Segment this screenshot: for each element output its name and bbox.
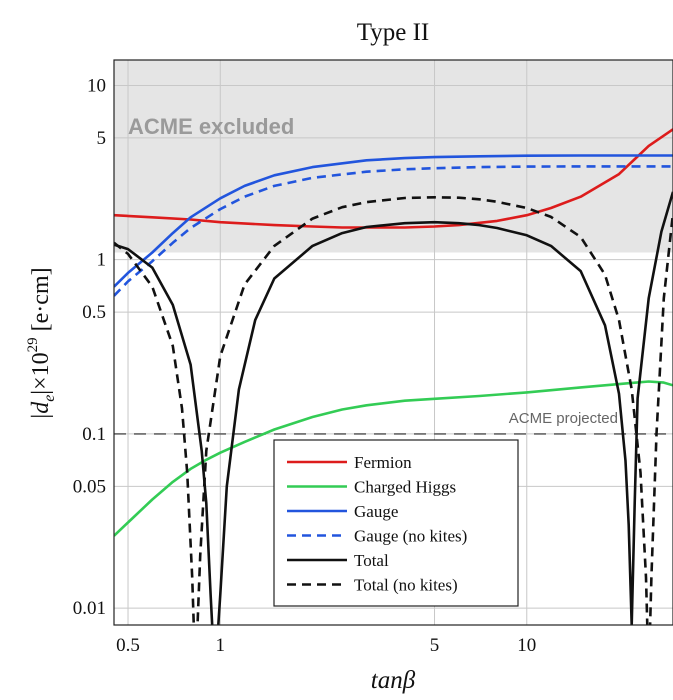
series-charged-higgs	[114, 380, 673, 537]
y-tick-label: 0.1	[82, 424, 106, 445]
legend-label-total-no-kites: Total (no kites)	[354, 576, 458, 595]
y-tick-label: 0.05	[73, 476, 106, 497]
y-tick-label: 0.5	[82, 302, 106, 323]
legend-label-gauge: Gauge	[354, 502, 398, 521]
acme-projected-label: ACME projected	[509, 410, 618, 427]
y-tick-label: 5	[97, 128, 107, 149]
series-gauge	[114, 154, 673, 288]
series-total-no-kites	[114, 196, 673, 625]
series-gauge-no-kites	[114, 165, 673, 297]
legend-label-fermion: Fermion	[354, 453, 412, 472]
legend-label-gauge-no-kites: Gauge (no kites)	[354, 527, 467, 546]
legend-box	[273, 439, 519, 607]
x-axis-ticks: 0.5 1 5 10	[116, 635, 536, 656]
acme-excluded-label: ACME excluded	[128, 114, 294, 139]
series-layer	[114, 128, 673, 625]
x-tick-label: 5	[430, 635, 440, 656]
legend: Fermion Charged Higgs Gauge Gauge (no kites…	[273, 439, 519, 607]
y-tick-label: 0.01	[73, 598, 106, 619]
x-axis-label: tanβ	[371, 667, 416, 694]
y-tick-label: 1	[97, 250, 107, 271]
series-fermion	[114, 128, 673, 229]
legend-label-total: Total	[354, 551, 389, 570]
x-tick-label: 1	[216, 635, 226, 656]
x-tick-label: 0.5	[116, 635, 140, 656]
legend-label-charged-higgs: Charged Higgs	[354, 478, 456, 497]
chart-title: Type II	[357, 19, 430, 46]
plot-frame	[113, 59, 673, 626]
y-axis-ticks: 0.01 0.05 0.1 0.5 1 5 10	[73, 75, 106, 619]
y-axis-label: |de|×1029 [e·cm]	[25, 267, 58, 418]
y-tick-label: 10	[87, 75, 106, 96]
x-tick-label: 10	[517, 635, 536, 656]
